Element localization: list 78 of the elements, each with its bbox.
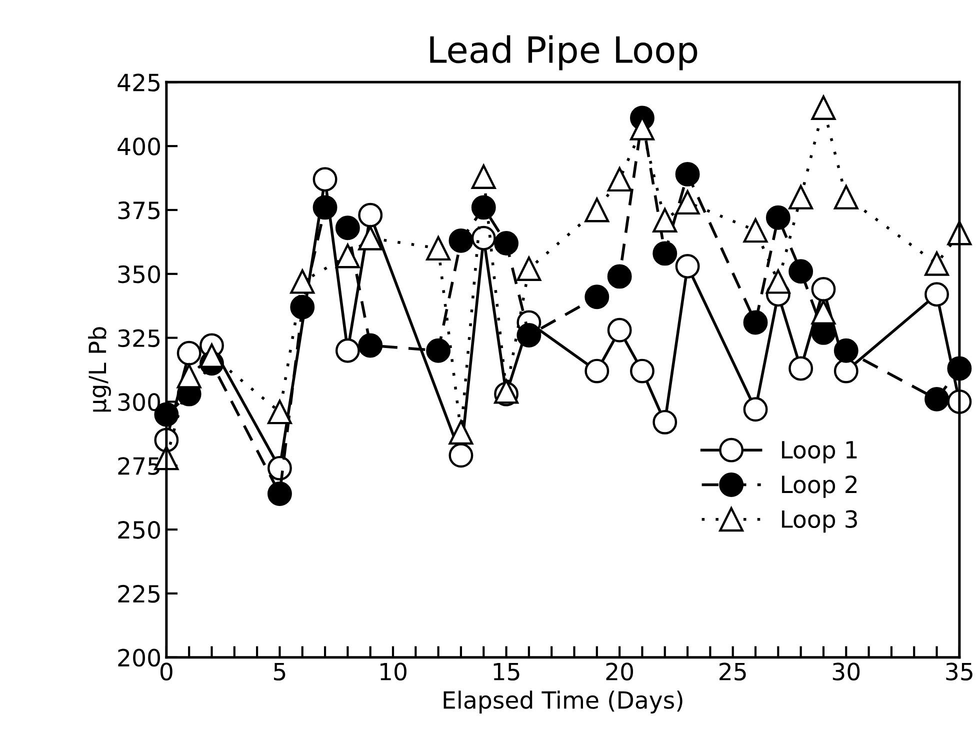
point [516,256,542,282]
y-tick-label: 200 [118,648,160,667]
point [607,167,632,192]
point [766,205,790,230]
point [675,254,700,278]
point [788,259,814,284]
y-tick-label: 250 [118,520,160,539]
point [630,358,654,384]
point [516,323,542,348]
point [788,184,814,210]
point [176,340,202,366]
legend-label: Loop 2 [782,475,856,498]
point [267,400,292,424]
point [584,358,610,384]
point [176,364,202,388]
x-tick-label: 35 [946,662,972,680]
point [652,410,678,434]
point [652,208,678,232]
point [766,269,790,294]
chart-title: Lead Pipe Loop [430,35,698,70]
point [426,236,451,261]
point [290,294,315,320]
point [743,310,768,335]
point [924,251,949,276]
point [675,190,700,215]
point [358,202,383,228]
point [335,216,360,240]
x-tick-label: 20 [606,662,634,680]
point [335,338,360,363]
point [607,264,632,289]
x-axis-title: Elapsed Time (Days) [444,690,682,714]
point [652,241,678,266]
point [358,226,383,250]
point [743,397,768,422]
point [811,277,836,302]
point [788,356,814,381]
point [312,195,338,220]
point [312,167,338,192]
y-axis-title: μg/L Pb [88,327,111,412]
point [584,284,610,310]
point [675,162,700,186]
y-tick-label: 350 [118,265,160,284]
x-tick-label: 5 [274,662,286,680]
legend-label: Loop 3 [782,510,857,533]
point [834,338,858,363]
y-tick-label: 225 [118,584,160,603]
point [358,333,383,358]
point [471,164,496,189]
point [494,231,519,256]
x-tick-label: 0 [160,662,172,680]
point [834,358,858,384]
point [924,386,949,412]
x-tick-label: 25 [720,662,746,680]
point [267,482,292,506]
point [471,195,496,220]
point [448,443,474,468]
y-tick-label: 375 [118,201,160,220]
legend-label: Loop 1 [782,441,857,464]
point [584,198,610,222]
point [607,318,632,342]
point [335,244,360,268]
x-tick-label: 10 [380,662,406,680]
y-tick-label: 425 [118,74,160,92]
y-tick-label: 400 [118,138,160,156]
point [426,338,451,363]
point [811,96,836,120]
point [448,228,474,253]
y-tick-label: 325 [118,329,160,348]
y-tick-label: 300 [118,393,160,412]
point [448,420,474,445]
point [743,218,768,243]
x-tick-label: 30 [832,662,860,680]
point [267,456,292,480]
point [290,269,315,294]
point [471,226,496,250]
point [834,184,858,210]
point [924,282,949,307]
x-tick-label: 15 [494,662,520,680]
